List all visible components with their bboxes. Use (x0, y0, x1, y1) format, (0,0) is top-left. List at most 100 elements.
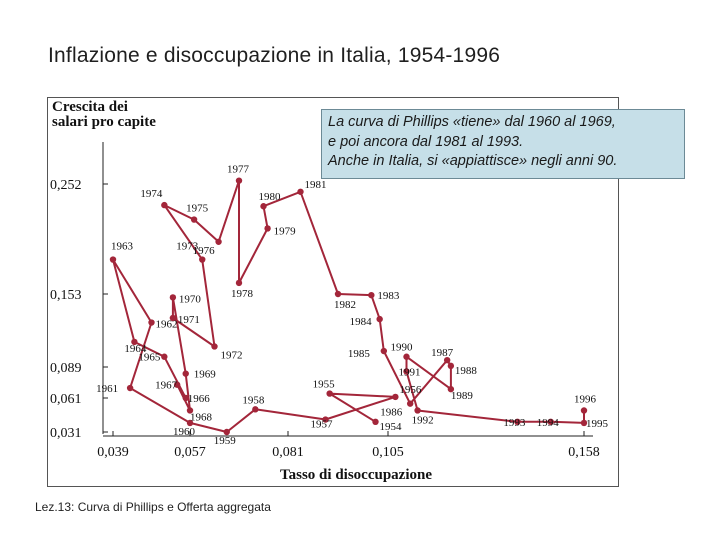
x-tick-label: 0,039 (97, 445, 129, 460)
data-point-label: 1983 (377, 290, 400, 302)
data-point (109, 256, 117, 263)
data-point (252, 406, 259, 413)
data-point-label: 1990 (390, 342, 413, 354)
y-axis-label: Crescita dei salari pro capite (52, 100, 156, 130)
data-point (235, 177, 243, 184)
data-point-label: 1959 (214, 435, 237, 447)
data-point (264, 225, 271, 232)
data-point-label: 1977 (227, 164, 250, 176)
y-axis-label-line: salari pro capite (52, 114, 156, 130)
data-point-label: 1970 (179, 293, 202, 305)
y-tick-label: 0,252 (50, 178, 82, 193)
data-point (334, 290, 342, 298)
y-tick-label: 0,031 (50, 426, 82, 441)
data-point-label: 1961 (96, 383, 118, 395)
data-point (126, 384, 134, 392)
data-point-label: 1994 (537, 417, 560, 429)
data-point-label: 1963 (111, 241, 134, 253)
callout-note: La curva di Phillips «tiene» dal 1960 al… (321, 109, 685, 179)
data-point-label: 1986 (380, 407, 403, 419)
data-point-label: 1978 (231, 288, 254, 300)
data-point (580, 407, 588, 414)
y-tick-label: 0,153 (50, 288, 82, 303)
data-point (161, 201, 168, 209)
data-point-label: 1985 (348, 348, 371, 360)
data-point-label: 1956 (399, 384, 422, 396)
data-point (148, 319, 155, 326)
data-point (547, 418, 554, 425)
data-point-label: 1964 (124, 343, 147, 355)
data-point-label: 1991 (398, 366, 420, 378)
data-point-label: 1962 (156, 319, 178, 331)
callout-line: e poi ancora dal 1981 al 1993. (328, 133, 524, 150)
data-point (372, 418, 379, 425)
data-point-label: 1987 (431, 347, 454, 359)
data-point-label: 1971 (178, 314, 200, 326)
data-point-label: 1979 (274, 225, 297, 237)
data-point-label: 1969 (194, 369, 217, 381)
data-point (443, 356, 451, 364)
y-axis-label-line: Crescita dei (52, 99, 128, 115)
data-point-label: 1995 (586, 418, 609, 430)
x-axis-label: Tasso di disoccupazione (280, 467, 432, 483)
data-point-label: 1972 (221, 349, 243, 361)
data-point-label: 1957 (311, 419, 334, 431)
data-point-label: 1988 (455, 365, 478, 377)
data-point (376, 315, 383, 323)
x-tick-label: 0,105 (372, 445, 404, 460)
data-point (392, 393, 399, 401)
data-point-label: 1989 (451, 390, 474, 402)
data-point-label: 1965 (138, 352, 161, 364)
data-point (169, 314, 177, 322)
data-point-label: 1958 (242, 394, 264, 406)
data-point (297, 188, 304, 195)
x-tick-label: 0,081 (272, 445, 304, 460)
data-point (182, 394, 189, 402)
data-point-label: 1960 (173, 426, 196, 438)
data-point (447, 385, 455, 393)
data-point (223, 428, 230, 436)
x-tick-label: 0,158 (568, 445, 600, 460)
data-point (161, 353, 168, 360)
data-point-label: 1992 (412, 414, 434, 426)
data-point (235, 279, 243, 287)
data-point-label: 1984 (350, 316, 373, 328)
data-point (215, 238, 222, 245)
data-point-label: 1981 (305, 179, 327, 191)
data-point-label: 1954 (380, 421, 403, 433)
data-point-label: 1975 (186, 203, 209, 215)
x-tick-label: 0,057 (174, 445, 206, 460)
data-point (260, 203, 267, 210)
data-point-label: 1973 (176, 241, 199, 253)
data-point (190, 216, 198, 223)
data-point (186, 419, 194, 427)
data-point (322, 416, 329, 423)
data-point (368, 291, 375, 299)
callout-line: Anche in Italia, si «appiattisce» negli … (328, 153, 618, 169)
slide-title: Inflazione e disoccupazione in Italia, 1… (48, 44, 501, 67)
data-point-label: 1996 (574, 393, 597, 405)
data-point (199, 256, 206, 263)
data-point-label: 1982 (334, 299, 356, 311)
data-point (414, 407, 421, 414)
data-point-label: 1976 (193, 245, 216, 257)
data-point-label: 1955 (313, 379, 336, 391)
data-point-label: 1993 (503, 417, 526, 429)
data-point-label: 1968 (190, 411, 213, 423)
data-point (406, 400, 414, 407)
data-point (186, 407, 194, 414)
footer-lesson: Lez.13: Curva di Phillips e Offerta aggr… (35, 500, 271, 514)
data-point (326, 390, 333, 397)
data-point (131, 338, 138, 346)
data-point (182, 370, 189, 377)
data-point (380, 347, 388, 355)
data-point (211, 343, 218, 350)
data-point (514, 418, 521, 425)
data-point-label: 1974 (140, 188, 163, 200)
data-point-label: 1966 (188, 393, 211, 405)
callout-line: La curva di Phillips «tiene» dal 1960 al… (328, 114, 616, 130)
y-tick-label: 0,061 (50, 392, 82, 407)
data-point (403, 353, 410, 360)
data-point-label: 1967 (155, 380, 178, 392)
data-point (169, 294, 177, 301)
